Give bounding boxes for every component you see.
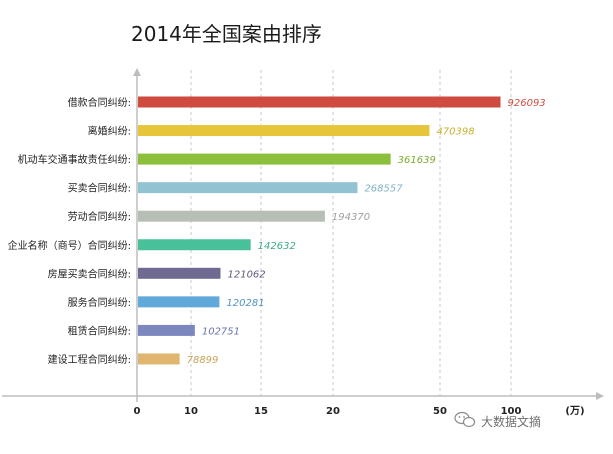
watermark-text: 大数据文摘 [481,414,541,429]
bar [138,239,251,251]
category-label: 离婚纠纷: [88,125,131,138]
x-tick-label: 100 [501,406,522,417]
wechat-logo-icon [454,411,476,428]
x-tick-label: 0 [134,406,141,417]
value-label: 78899 [187,355,219,366]
category-label: 服务合同纠纷: [68,296,131,309]
value-label: 121062 [227,269,265,280]
value-label: 470398 [436,127,474,138]
bar [138,125,430,137]
bar [138,153,391,165]
x-tick-label: 15 [254,406,268,417]
value-label: 926093 [508,98,546,109]
bar [138,210,325,222]
bar-layer [138,96,501,365]
value-label: 102751 [202,326,240,337]
value-label: 142632 [258,241,296,252]
category-label: 租赁合同纠纷: [68,324,131,337]
bar [138,353,180,365]
bar [138,296,220,308]
bar [138,324,195,336]
value-label: 194370 [332,212,370,223]
bar [138,182,358,194]
category-label: 机动车交通事故责任纠纷: [18,153,131,166]
bar [138,267,221,279]
y-axis-arrow-icon [133,68,141,76]
category-label: 企业名称（商号）合同纠纷: [8,239,131,252]
tick-layer: 0 10 15 20 50 100 (万) [134,405,585,417]
value-label: 361639 [398,155,436,166]
grid-layer [190,70,512,396]
x-axis-arrow-icon [596,392,604,400]
axis-layer [2,68,604,402]
bar [138,96,501,108]
category-label: 买卖合同纠纷: [68,182,131,195]
category-label: 建设工程合同纠纷: [48,353,131,366]
x-tick-label: 50 [433,406,447,417]
watermark: 大数据文摘 [454,411,541,429]
category-label: 借款合同纠纷: [68,96,131,109]
x-tick-label: 10 [184,406,198,417]
value-label: 120281 [226,298,264,309]
value-label: 268557 [364,184,403,195]
x-unit-label: (万) [565,405,584,417]
category-label: 劳动合同纠纷: [68,210,131,223]
category-label: 房屋买卖合同纠纷: [48,267,131,280]
label-layer: 借款合同纠纷: 926093 离婚纠纷: 470398 机动车交通事故责任纠纷: 3616… [8,96,546,366]
chart-title: 2014年全国案由排序 [131,22,322,46]
x-tick-label: 20 [326,406,340,417]
